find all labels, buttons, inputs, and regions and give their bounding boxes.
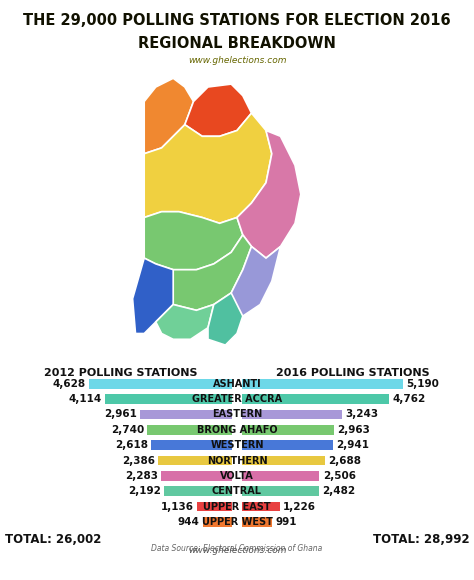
Polygon shape <box>144 78 193 154</box>
Text: 2,941: 2,941 <box>337 440 369 450</box>
Bar <box>242 502 280 512</box>
Text: 2,283: 2,283 <box>125 471 158 481</box>
Text: GREATER ACCRA: GREATER ACCRA <box>192 394 282 404</box>
Text: 2012 POLLING STATIONS: 2012 POLLING STATIONS <box>44 368 198 378</box>
Text: 2,688: 2,688 <box>328 455 362 466</box>
Polygon shape <box>173 235 252 310</box>
Bar <box>242 379 403 389</box>
Text: 2,482: 2,482 <box>322 486 355 496</box>
Bar <box>242 394 390 404</box>
Text: TOTAL: 26,002: TOTAL: 26,002 <box>5 533 101 546</box>
Bar <box>242 409 342 419</box>
Bar <box>105 394 232 404</box>
Polygon shape <box>185 84 252 136</box>
Polygon shape <box>226 246 281 316</box>
Text: 1,226: 1,226 <box>283 502 316 512</box>
Text: 2,740: 2,740 <box>111 425 144 435</box>
Bar <box>242 456 325 465</box>
Text: www.ghelections.com: www.ghelections.com <box>188 546 286 555</box>
Text: 2,961: 2,961 <box>104 409 137 419</box>
Text: NORTHERN: NORTHERN <box>207 455 267 466</box>
Text: www.ghelections.com: www.ghelections.com <box>188 56 286 66</box>
Polygon shape <box>208 293 243 345</box>
Bar <box>140 409 232 419</box>
Text: 2,963: 2,963 <box>337 425 370 435</box>
Text: 1,136: 1,136 <box>161 502 194 512</box>
Text: 2,386: 2,386 <box>122 455 155 466</box>
Bar <box>242 471 319 481</box>
Text: 5,190: 5,190 <box>406 379 439 389</box>
Text: BRONG AHAFO: BRONG AHAFO <box>197 425 277 435</box>
Text: 2,618: 2,618 <box>115 440 148 450</box>
Text: 4,114: 4,114 <box>68 394 101 404</box>
Bar <box>151 440 232 450</box>
Bar <box>147 425 232 434</box>
Bar <box>162 471 232 481</box>
Text: THE 29,000 POLLING STATIONS FOR ELECTION 2016: THE 29,000 POLLING STATIONS FOR ELECTION… <box>23 13 451 28</box>
Text: ASHANTI: ASHANTI <box>213 379 261 389</box>
Bar <box>158 456 232 465</box>
Bar <box>89 379 232 389</box>
Polygon shape <box>144 113 272 223</box>
Text: 4,762: 4,762 <box>393 394 426 404</box>
Text: 2,192: 2,192 <box>128 486 161 496</box>
Text: 2,506: 2,506 <box>323 471 356 481</box>
Bar <box>242 425 334 434</box>
Bar <box>242 487 319 496</box>
Polygon shape <box>237 130 301 258</box>
Text: UPPER EAST: UPPER EAST <box>203 502 271 512</box>
Bar <box>203 517 232 527</box>
Polygon shape <box>156 304 214 339</box>
Text: 991: 991 <box>276 517 297 527</box>
Text: 3,243: 3,243 <box>346 409 379 419</box>
Text: TOTAL: 28,992: TOTAL: 28,992 <box>373 533 469 546</box>
Text: REGIONAL BREAKDOWN: REGIONAL BREAKDOWN <box>138 36 336 51</box>
Text: Data Source: Electoral Commission of Ghana: Data Source: Electoral Commission of Gha… <box>151 543 323 553</box>
Text: 944: 944 <box>178 517 200 527</box>
Polygon shape <box>133 258 173 334</box>
Bar <box>197 502 232 512</box>
Polygon shape <box>144 212 243 270</box>
Text: CENTRAL: CENTRAL <box>212 486 262 496</box>
Text: 4,628: 4,628 <box>52 379 85 389</box>
Text: WESTERN: WESTERN <box>210 440 264 450</box>
Text: VOLTA: VOLTA <box>220 471 254 481</box>
Bar <box>164 487 232 496</box>
Bar <box>242 440 333 450</box>
Text: EASTERN: EASTERN <box>212 409 262 419</box>
Text: UPPER WEST: UPPER WEST <box>201 517 273 527</box>
Bar <box>242 517 273 527</box>
Text: 2016 POLLING STATIONS: 2016 POLLING STATIONS <box>276 368 430 378</box>
